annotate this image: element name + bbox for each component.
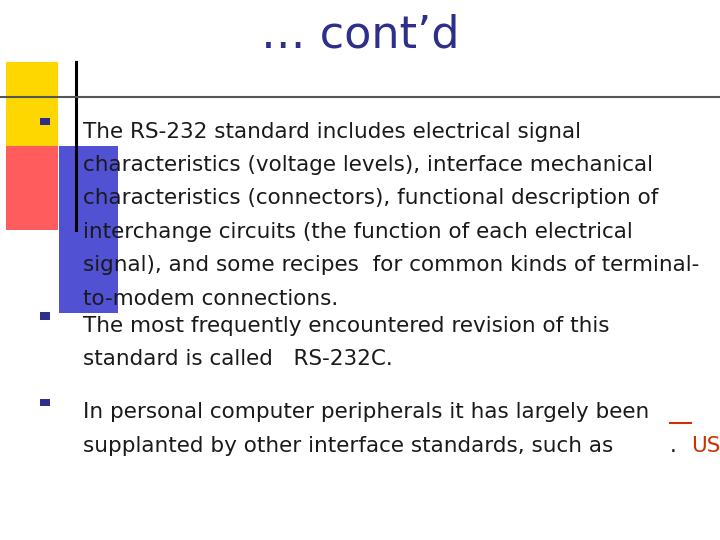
Bar: [59, 146, 118, 230]
Text: to-modem connections.: to-modem connections.: [83, 289, 338, 309]
Text: The RS-232 standard includes electrical signal: The RS-232 standard includes electrical …: [83, 122, 581, 141]
Text: characteristics (connectors), functional description of: characteristics (connectors), functional…: [83, 188, 658, 208]
Text: interchange circuits (the function of each electrical: interchange circuits (the function of ea…: [83, 222, 633, 242]
Text: .: .: [670, 436, 677, 456]
Bar: [59, 230, 118, 313]
Text: standard is called   RS-232C.: standard is called RS-232C.: [83, 349, 392, 369]
Text: In personal computer peripherals it has largely been: In personal computer peripherals it has …: [83, 402, 649, 422]
Bar: [6, 146, 58, 230]
Bar: [40, 399, 50, 406]
Text: USB: USB: [691, 436, 720, 456]
Text: characteristics (voltage levels), interface mechanical: characteristics (voltage levels), interf…: [83, 155, 653, 175]
Bar: [40, 118, 50, 125]
Text: signal), and some recipes  for common kinds of terminal-: signal), and some recipes for common kin…: [83, 255, 699, 275]
Bar: [40, 312, 50, 320]
Bar: [6, 62, 58, 146]
Text: supplanted by other interface standards, such as: supplanted by other interface standards,…: [83, 436, 620, 456]
Text: The most frequently encountered revision of this: The most frequently encountered revision…: [83, 316, 609, 336]
Text: … cont’d: … cont’d: [261, 14, 459, 57]
